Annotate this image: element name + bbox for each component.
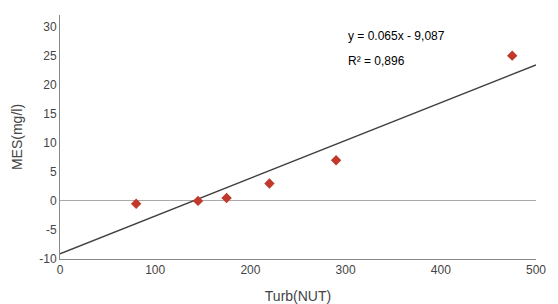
- svg-text:300: 300: [336, 263, 356, 277]
- svg-text:100: 100: [145, 263, 165, 277]
- svg-text:5: 5: [50, 165, 57, 179]
- svg-text:MES(mg/l): MES(mg/l): [9, 104, 25, 170]
- svg-text:30: 30: [43, 20, 57, 34]
- svg-text:15: 15: [43, 107, 57, 121]
- svg-text:200: 200: [240, 263, 260, 277]
- svg-text:R² = 0,896: R² = 0,896: [348, 54, 405, 68]
- svg-text:500: 500: [526, 263, 546, 277]
- svg-text:0: 0: [50, 194, 57, 208]
- svg-text:0: 0: [57, 263, 64, 277]
- svg-text:400: 400: [431, 263, 451, 277]
- svg-text:y = 0.065x - 9,087: y = 0.065x - 9,087: [348, 29, 445, 43]
- svg-text:Turb(NUT): Turb(NUT): [265, 288, 331, 304]
- svg-text:25: 25: [43, 49, 57, 63]
- svg-text:20: 20: [43, 78, 57, 92]
- svg-text:10: 10: [43, 136, 57, 150]
- svg-text:-10: -10: [39, 252, 57, 266]
- svg-text:-5: -5: [46, 223, 57, 237]
